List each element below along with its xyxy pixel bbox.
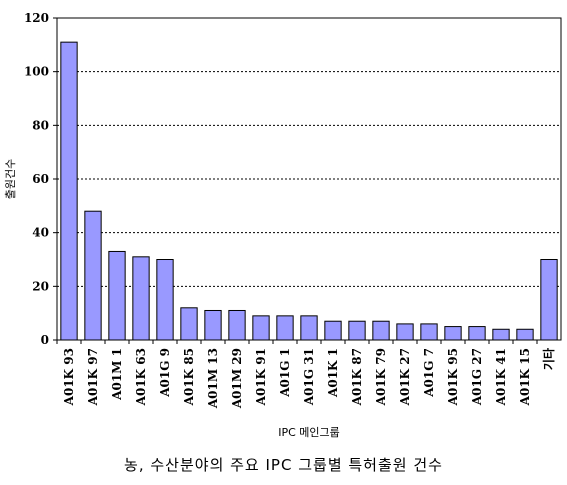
y-tick-label: 80 xyxy=(32,118,49,132)
x-axis-label: IPC 메인그룹 xyxy=(278,426,340,439)
x-tick-label: A01M 29 xyxy=(230,348,244,409)
x-tick-label: A01G 7 xyxy=(422,348,436,398)
x-tick-label: A01G 1 xyxy=(278,348,292,398)
y-tick-label: 120 xyxy=(24,11,49,25)
bar xyxy=(252,315,270,341)
x-tick-label: A01M 1 xyxy=(110,348,124,401)
bar xyxy=(540,259,558,341)
bars xyxy=(60,41,558,341)
bar xyxy=(516,328,534,341)
y-axis-label: 출원건수 xyxy=(4,159,17,199)
x-tick-label: A01K 79 xyxy=(374,348,388,406)
y-tick-label: 40 xyxy=(32,226,49,240)
x-tick-label: 기타 xyxy=(541,348,556,370)
bar xyxy=(444,326,462,341)
y-tick-label: 20 xyxy=(32,279,49,293)
x-tick-label: A01K 91 xyxy=(254,348,268,406)
x-tick-label: A01K 87 xyxy=(350,348,364,406)
y-axis-ticks: 0 20 40 60 80 100 120 xyxy=(24,11,57,347)
x-tick-label: A01M 13 xyxy=(206,348,220,409)
bar xyxy=(348,320,366,341)
x-tick-label: A01K 97 xyxy=(86,348,100,406)
bar xyxy=(108,250,126,341)
bar xyxy=(180,307,198,341)
bar xyxy=(60,41,78,341)
x-tick-label: A01K 93 xyxy=(62,348,76,406)
figure-caption: 농, 수산분야의 주요 IPC 그룹별 특허출원 건수 xyxy=(124,456,443,474)
bar xyxy=(324,320,342,341)
y-tick-label: 0 xyxy=(41,333,49,347)
bar xyxy=(300,315,318,341)
x-tick-label: A01K 15 xyxy=(518,348,532,406)
bar xyxy=(132,256,150,341)
x-tick-label: A01G 9 xyxy=(158,348,172,398)
bar xyxy=(228,309,246,341)
bar xyxy=(492,328,510,341)
x-tick-label: A01G 31 xyxy=(302,348,316,406)
bar xyxy=(276,315,294,341)
bar xyxy=(396,323,414,341)
x-tick-label: A01K 85 xyxy=(182,348,196,406)
x-tick-label: A01G 27 xyxy=(470,348,484,406)
bar xyxy=(372,320,390,341)
bar xyxy=(84,210,102,341)
bar xyxy=(156,259,174,341)
x-axis-tick-labels: A01K 93 A01K 97 A01M 1 A01K 63 A01G 9 A01K 85… xyxy=(56,340,556,409)
x-tick-label: A01K 41 xyxy=(494,348,508,406)
bar xyxy=(468,326,486,341)
x-tick-label: A01K 1 xyxy=(326,348,340,398)
x-tick-label: A01K 63 xyxy=(134,348,148,406)
x-tick-label: A01K 27 xyxy=(398,348,412,406)
x-tick-label: A01K 95 xyxy=(446,348,460,406)
y-tick-label: 60 xyxy=(32,172,49,186)
bar xyxy=(420,323,438,341)
y-tick-label: 100 xyxy=(24,65,49,79)
bar xyxy=(204,309,222,341)
